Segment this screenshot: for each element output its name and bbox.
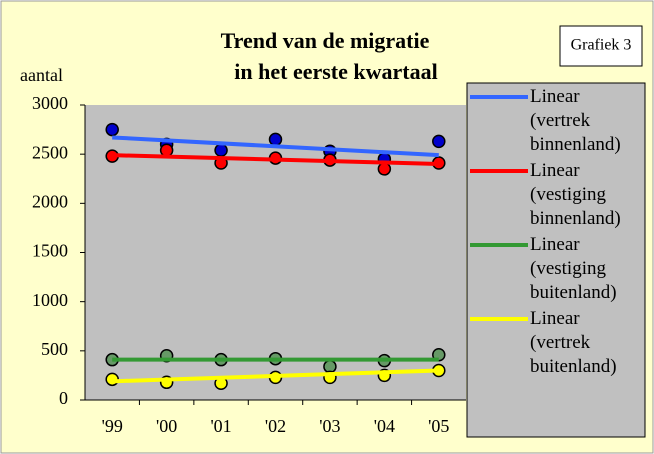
- x-tick-label: '02: [265, 416, 286, 436]
- point: [268, 132, 283, 147]
- trend-line: [112, 368, 439, 384]
- x-tick-label: '00: [156, 416, 177, 436]
- x-tick-label: '03: [319, 416, 340, 436]
- y-axis-label: aantal: [20, 65, 63, 85]
- y-tick-label: 1500: [32, 241, 68, 261]
- legend-label: Linear (vestiging binnenland): [530, 160, 621, 229]
- point: [214, 143, 228, 157]
- y-tick-label: 500: [41, 339, 68, 359]
- legend-label: Linear (vertrek buitenland): [530, 308, 617, 377]
- point: [432, 134, 446, 149]
- y-tick-label: 2000: [32, 191, 68, 211]
- badge-box: [559, 25, 643, 67]
- point: [105, 122, 119, 137]
- badge: Grafiek 3: [571, 37, 632, 54]
- x-tick-label: '05: [428, 416, 449, 436]
- point: [377, 162, 392, 176]
- y-tick-label: 0: [59, 388, 68, 408]
- y-tick-label: 2500: [32, 142, 68, 162]
- legend-box: [466, 82, 646, 438]
- y-tick-label: 1000: [32, 290, 68, 310]
- chart-title: in het eerste kwartaal: [234, 59, 437, 84]
- trend-line: [112, 153, 439, 166]
- chart-title: Trend van de migratie: [221, 28, 430, 53]
- x-tick-label: '99: [102, 416, 123, 436]
- trend-line: [112, 135, 439, 158]
- point: [159, 143, 174, 157]
- x-tick-label: '01: [210, 416, 231, 436]
- legend-label: Linear (vertrek binnenland): [530, 86, 621, 155]
- y-tick-label: 3000: [32, 93, 68, 113]
- x-tick-label: '04: [374, 416, 395, 436]
- legend-label: Linear (vestiging buitenland): [530, 234, 617, 303]
